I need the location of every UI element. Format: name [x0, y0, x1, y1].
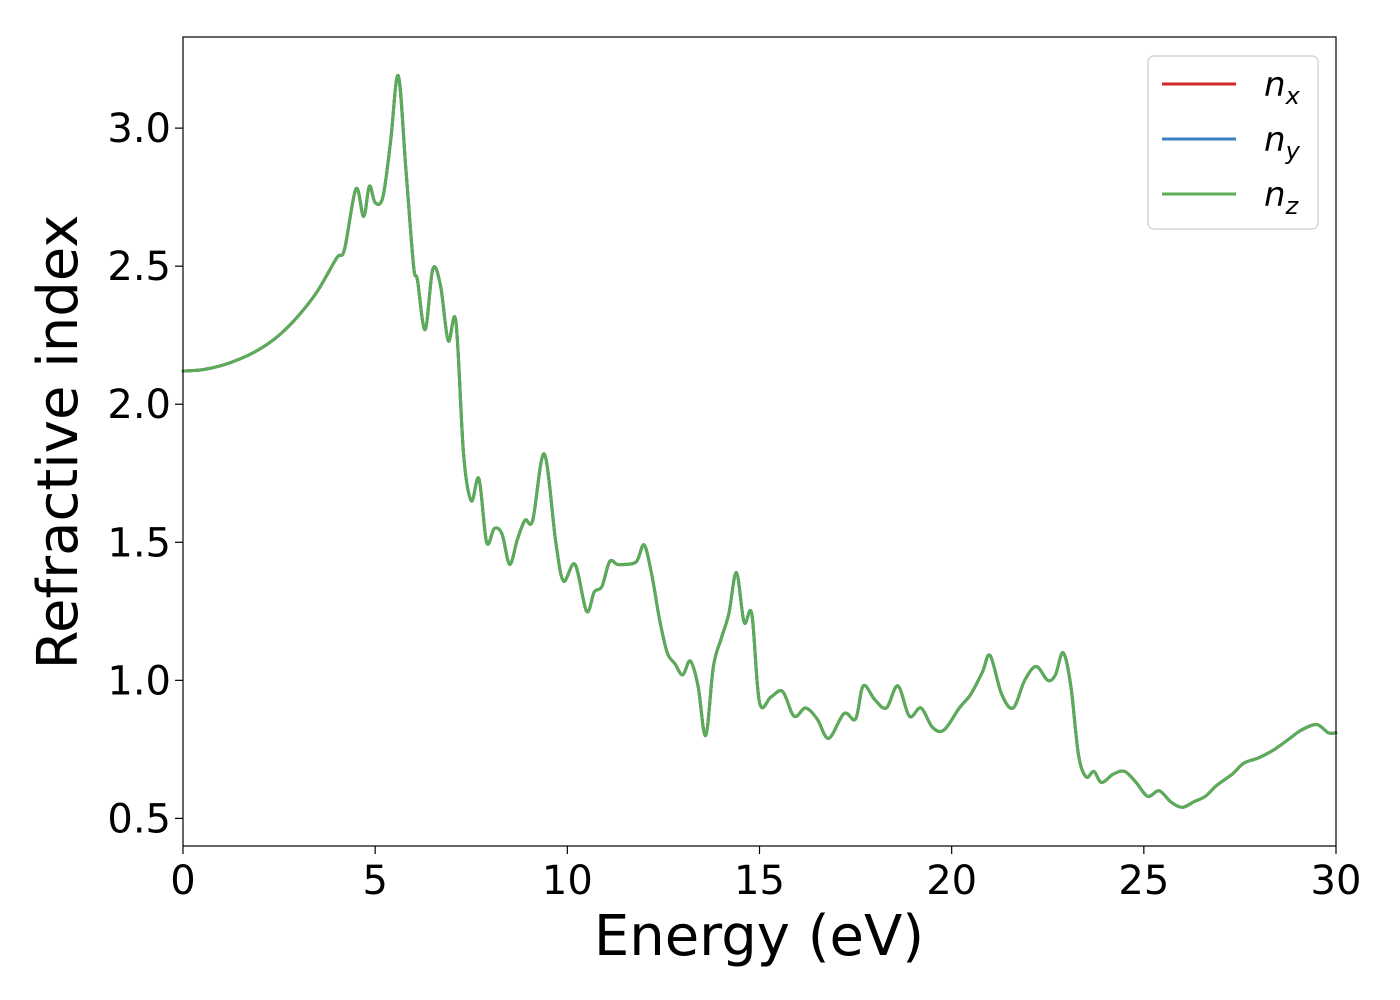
legend-label-base: n — [1264, 65, 1286, 105]
x-tick-label: 30 — [1311, 858, 1362, 904]
series-line-n-z — [181, 74, 1338, 809]
legend-label-n-y: ny — [1264, 120, 1301, 165]
legend-label-n-x: nx — [1264, 65, 1301, 110]
legend-label-subscript: z — [1285, 192, 1300, 220]
x-tick-label: 25 — [1118, 858, 1169, 904]
y-tick-label: 2.5 — [107, 244, 171, 290]
x-axis-label: Energy (eV) — [594, 904, 924, 969]
y-tick-label: 3.0 — [107, 106, 171, 152]
x-axis: 0 5 10 15 20 25 30 — [170, 846, 1361, 904]
legend-label-subscript: y — [1285, 137, 1301, 165]
legend-label-n-z: nz — [1264, 175, 1300, 220]
x-tick-label: 0 — [170, 858, 195, 904]
x-tick-label: 15 — [734, 858, 785, 904]
legend-label-subscript: x — [1285, 82, 1301, 110]
y-tick-label: 0.5 — [107, 796, 171, 842]
legend-label-base: n — [1264, 175, 1286, 215]
x-tick-label: 5 — [362, 858, 387, 904]
y-tick-label: 2.0 — [107, 382, 171, 428]
series-layer — [181, 74, 1338, 809]
legend-label-base: n — [1264, 120, 1286, 160]
x-tick-label: 20 — [926, 858, 977, 904]
x-tick-label: 10 — [542, 858, 593, 904]
legend-box — [1147, 55, 1319, 230]
y-tick-label: 1.5 — [107, 520, 171, 566]
y-axis: 0.5 1.0 1.5 2.0 2.5 3.0 — [107, 106, 183, 842]
y-tick-label: 1.0 — [107, 658, 171, 704]
y-axis-label: Refractive index — [26, 215, 91, 670]
